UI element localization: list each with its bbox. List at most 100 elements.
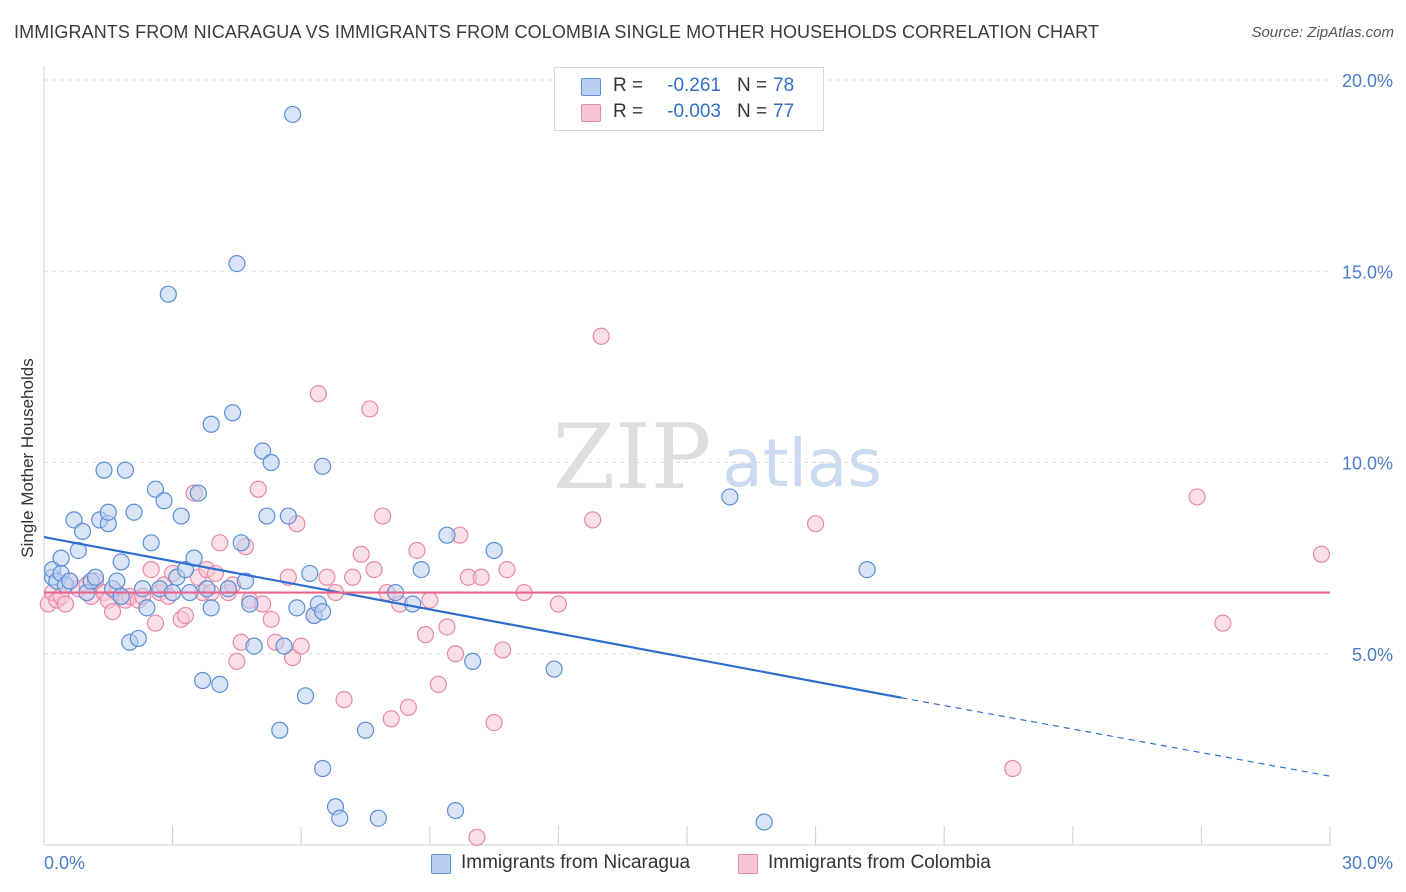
nicaragua-point [172, 507, 190, 525]
nicaragua-point [254, 442, 272, 460]
legend: Immigrants from Nicaragua Immigrants fro… [0, 852, 1406, 878]
colombia-point [494, 641, 512, 659]
chart-title: IMMIGRANTS FROM NICARAGUA VS IMMIGRANTS … [14, 22, 1100, 42]
colombia-point [262, 610, 280, 628]
nicaragua-point [189, 484, 207, 502]
y-tick-label: 15.0% [1342, 262, 1393, 282]
nicaragua-point [232, 534, 250, 552]
nicaragua-point [146, 480, 165, 498]
colombia-point [806, 515, 825, 533]
colombia-point [399, 698, 417, 716]
colombia-point [228, 652, 246, 671]
colombia-point [56, 595, 75, 613]
colombia-point [365, 560, 383, 579]
colombia-point [103, 603, 122, 621]
colombia-point [335, 691, 353, 709]
nicaragua-point [271, 721, 289, 739]
colombia-point [146, 614, 165, 632]
colombia-point [498, 560, 516, 579]
stats-box: R = -0.261 N = 78 R = -0.003 N = 77 [554, 67, 824, 131]
colombia-point [446, 645, 465, 663]
colombia-point [592, 327, 610, 345]
colombia-point [382, 710, 400, 728]
nicaragua-point [262, 453, 280, 472]
source-credit: Source: ZipAtlas.com [1251, 24, 1394, 41]
nicaragua-point [755, 813, 773, 831]
nicaragua-point [125, 503, 143, 521]
nicaragua-point [73, 522, 92, 540]
colombia-point [1214, 614, 1232, 632]
nicaragua-point [219, 580, 237, 598]
nicaragua-point [61, 572, 79, 590]
axes [43, 66, 1331, 846]
nicaragua-point [138, 599, 156, 617]
nicaragua-trend-line [43, 536, 902, 699]
colombia-point [249, 480, 267, 498]
colombia-point [344, 568, 362, 586]
nicaragua-point [721, 488, 739, 506]
nicaragua-point [194, 671, 212, 690]
nicaragua-point [112, 553, 130, 571]
nicaragua-points [43, 105, 876, 831]
colombia-point [421, 591, 439, 609]
legend-label-nicaragua: Immigrants from Nicaragua [461, 852, 691, 873]
watermark-atlas: atlas [722, 425, 882, 502]
colombia-point [1312, 545, 1331, 563]
colombia-point [549, 595, 568, 613]
nicaragua-point [198, 580, 216, 598]
r-label: R = [613, 101, 644, 122]
nicaragua-point [116, 461, 135, 479]
nicaragua-point [142, 534, 160, 552]
nicaragua-point [331, 809, 349, 827]
nicaragua-point [275, 637, 293, 655]
colombia-point [584, 511, 602, 529]
nicaragua-point [288, 599, 306, 617]
nicaragua-point [112, 587, 130, 605]
nicaragua-point [65, 511, 83, 529]
colombia-point [416, 626, 435, 644]
nicaragua-point [438, 526, 456, 544]
nicaragua-point [202, 415, 220, 433]
nicaragua-point [95, 461, 113, 479]
colombia-point [438, 618, 456, 636]
r-label: R = [613, 75, 644, 96]
colombia-point [374, 507, 392, 525]
nicaragua-point [108, 572, 126, 590]
legend-label-colombia: Immigrants from Colombia [768, 852, 991, 873]
colombia-point [318, 568, 336, 586]
nicaragua-swatch [581, 78, 601, 96]
nicaragua-point [314, 457, 332, 475]
nicaragua-trend-extension [901, 697, 1331, 777]
nicaragua-point [369, 809, 387, 827]
colombia-point [485, 713, 503, 732]
tick-labels: 5.0% 10.0% 15.0% 20.0% 0.0% 30.0% [44, 71, 1393, 873]
nicaragua-point [133, 580, 152, 598]
nicaragua-point [241, 595, 259, 613]
r-value: -0.003 [667, 101, 721, 122]
n-value: 77 [773, 101, 795, 122]
n-label: N = [737, 101, 768, 122]
y-tick-label: 10.0% [1342, 454, 1393, 474]
colombia-point [408, 541, 426, 560]
nicaragua-point [314, 759, 332, 778]
nicaragua-point [446, 801, 465, 820]
colombia-point [429, 675, 447, 693]
colombia-point [1004, 759, 1022, 778]
nicaragua-legend-swatch [431, 854, 451, 874]
colombia-legend-swatch [738, 854, 758, 874]
trend-lines [43, 536, 1331, 777]
colombia-point [472, 568, 490, 586]
colombia-point [284, 648, 302, 667]
nicaragua-point [211, 675, 229, 693]
watermark: ZIP atlas [553, 405, 882, 510]
nicaragua-point [52, 549, 70, 567]
nicaragua-point [159, 285, 177, 303]
nicaragua-point [279, 507, 297, 525]
colombia-swatch [581, 104, 601, 122]
y-tick-label: 5.0% [1352, 645, 1393, 665]
nicaragua-point [412, 560, 430, 579]
colombia-point [309, 385, 327, 403]
nicaragua-point [301, 564, 319, 583]
nicaragua-point [245, 637, 263, 655]
